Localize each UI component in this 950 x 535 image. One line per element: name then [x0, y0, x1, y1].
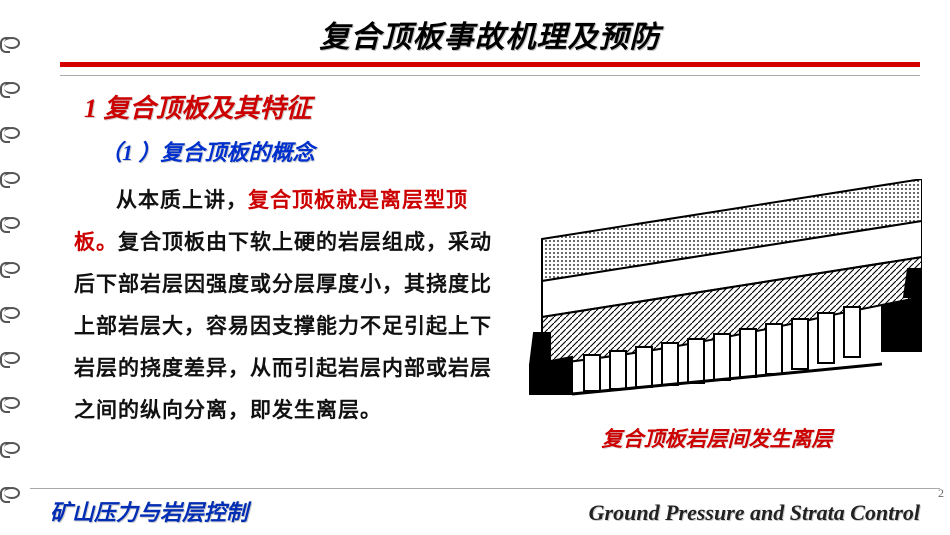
figure-column: 复合顶板岩层间发生离层 [512, 179, 922, 453]
footer: 矿山压力与岩层控制 Ground Pressure and Strata Con… [30, 488, 940, 527]
body-lead: 从本质上讲， [116, 188, 248, 212]
content-row: 从本质上讲，复合顶板就是离层型顶板。复合顶板由下软上硬的岩层组成，采动后下部岩层… [60, 179, 920, 453]
title-rule-thin [60, 75, 920, 76]
body-paragraph: 从本质上讲，复合顶板就是离层型顶板。复合顶板由下软上硬的岩层组成，采动后下部岩层… [74, 179, 494, 431]
title-rule-red [60, 62, 920, 67]
figure-caption: 复合顶板岩层间发生离层 [602, 423, 833, 453]
page-number: 2 [938, 486, 944, 501]
slide-page: 复合顶板事故机理及预防 1 复合顶板及其特征 （1 ）复合顶板的概念 从本质上讲… [30, 0, 940, 535]
footer-rule [30, 488, 940, 489]
footer-right: Ground Pressure and Strata Control [589, 500, 920, 526]
spiral-binding [4, 0, 24, 535]
subsection-heading: （1 ）复合顶板的概念 [100, 135, 920, 167]
body-rest: 复合顶板由下软上硬的岩层组成，采动后下部岩层因强度或分层厚度小，其挠度比上部岩层… [74, 230, 492, 422]
footer-left: 矿山压力与岩层控制 [50, 495, 248, 527]
strata-diagram [512, 179, 922, 409]
page-title: 复合顶板事故机理及预防 [60, 12, 920, 62]
section-heading: 1 复合顶板及其特征 [84, 88, 920, 125]
